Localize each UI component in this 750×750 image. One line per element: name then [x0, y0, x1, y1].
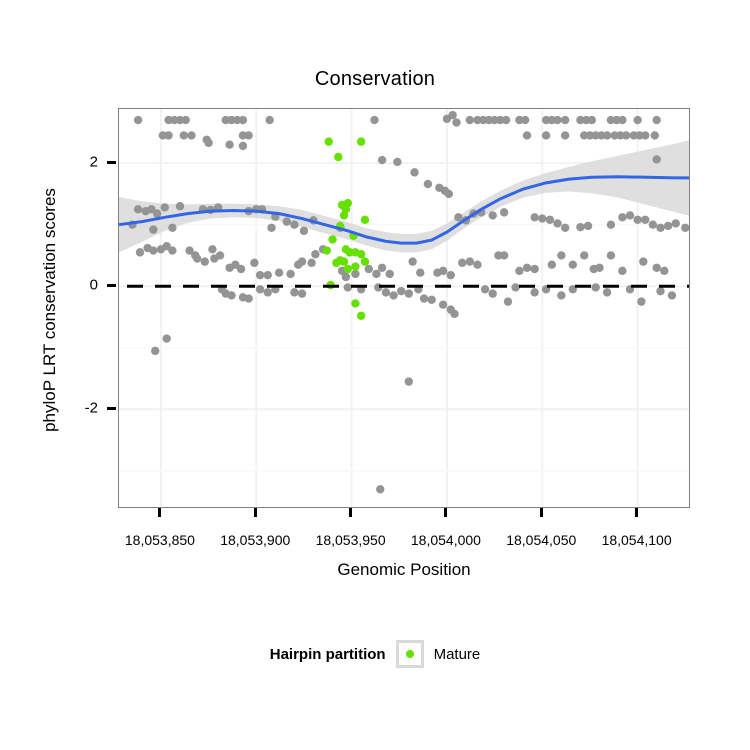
x-axis-tick-label: 18,053,850	[124, 532, 195, 548]
legend-key-mature[interactable]	[395, 640, 424, 668]
x-axis-tick	[635, 508, 639, 517]
y-axis-tick-label: 0	[89, 276, 98, 294]
y-axis-tick-label: -2	[84, 399, 98, 417]
chart-title: Conservation	[314, 68, 436, 90]
legend-marker-icon	[405, 650, 414, 658]
x-axis-tick	[539, 508, 543, 517]
x-axis-tick	[253, 508, 257, 517]
y-axis-tick	[107, 283, 116, 287]
x-axis-tick-label: 18,053,950	[315, 532, 386, 548]
y-axis-tick	[107, 160, 116, 164]
plot-area	[119, 109, 689, 507]
x-axis-tick	[349, 508, 353, 517]
x-axis-tick-label: 18,054,100	[601, 532, 672, 548]
legend: Hairpin partition Mature	[0, 640, 750, 668]
x-axis-tick	[444, 508, 448, 517]
x-axis-tick-label: 18,053,900	[220, 532, 291, 548]
x-axis-tick	[158, 508, 162, 517]
x-axis-tick-label: 18,054,000	[410, 532, 481, 548]
plot-panel	[118, 108, 690, 508]
x-axis-label: Genomic Position	[337, 560, 471, 579]
plot-svg-layer	[119, 109, 689, 507]
y-axis-tick-label: 2	[89, 153, 98, 171]
legend-label-mature: Mature	[433, 645, 481, 663]
x-axis-tick-label: 18,054,050	[506, 532, 577, 548]
y-axis-tick	[107, 406, 116, 410]
legend-title: Hairpin partition	[269, 645, 386, 663]
